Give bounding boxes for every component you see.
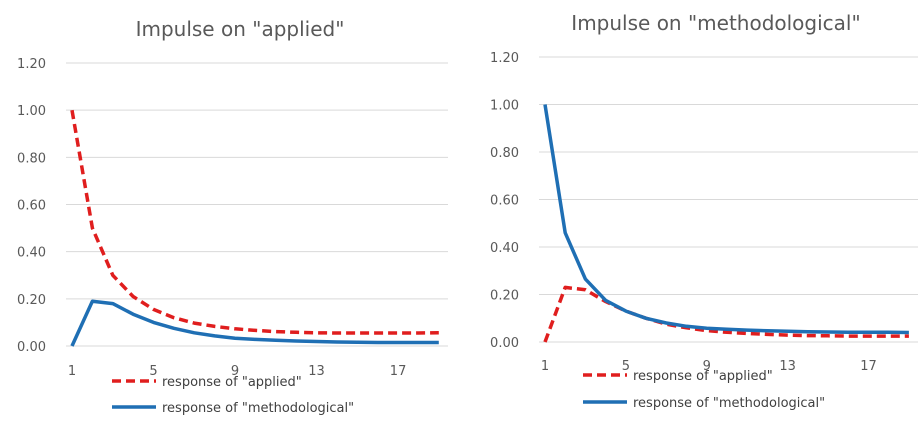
y-tick-label: 0.80 [17,151,46,166]
series-line-methodological [543,104,909,335]
x-tick-label: 5 [622,359,630,374]
y-tick-label: 0.20 [17,293,46,308]
x-tick-label: 1 [541,359,549,374]
chart-title: Impulse on "applied" [136,17,345,41]
y-tick-label: 0.40 [17,246,46,261]
x-tick-label: 13 [779,359,796,374]
legend-label: response of "methodological" [162,401,354,416]
y-tick-label: 0.00 [490,336,519,351]
x-tick-label: 13 [308,364,325,379]
x-tick-label: 9 [231,364,239,379]
chart-panel-1: Impulse on "applied" 0.00 0.20 0.40 0.60 0.80… [17,17,448,416]
legend-label: response of "applied" [162,375,302,390]
legend-label: response of "applied" [633,369,773,384]
series-line-applied [70,109,439,335]
x-tick-label: 5 [149,364,157,379]
y-tick-label: 1.20 [490,51,519,66]
y-tick-label: 1.00 [17,104,46,119]
y-tick-label: 0.20 [490,289,519,304]
y-tick-label: 0.60 [490,194,519,209]
chart-title: Impulse on "methodological" [571,11,860,35]
x-tick-label: 17 [860,359,877,374]
legend-label: response of "methodological" [633,396,825,411]
y-tick-label: 0.80 [490,146,519,161]
x-tick-label: 9 [703,359,711,374]
x-tick-label: 17 [390,364,407,379]
x-tick-label: 1 [68,364,76,379]
y-tick-label: 0.00 [17,340,46,355]
y-tick-label: 0.40 [490,241,519,256]
series-line-methodological [70,299,439,347]
y-tick-label: 1.00 [490,99,519,114]
y-tick-label: 0.60 [17,199,46,214]
chart-panel-2: Impulse on "methodological" 0.00 0.20 0.40 0… [490,11,918,411]
y-tick-label: 1.20 [17,57,46,72]
